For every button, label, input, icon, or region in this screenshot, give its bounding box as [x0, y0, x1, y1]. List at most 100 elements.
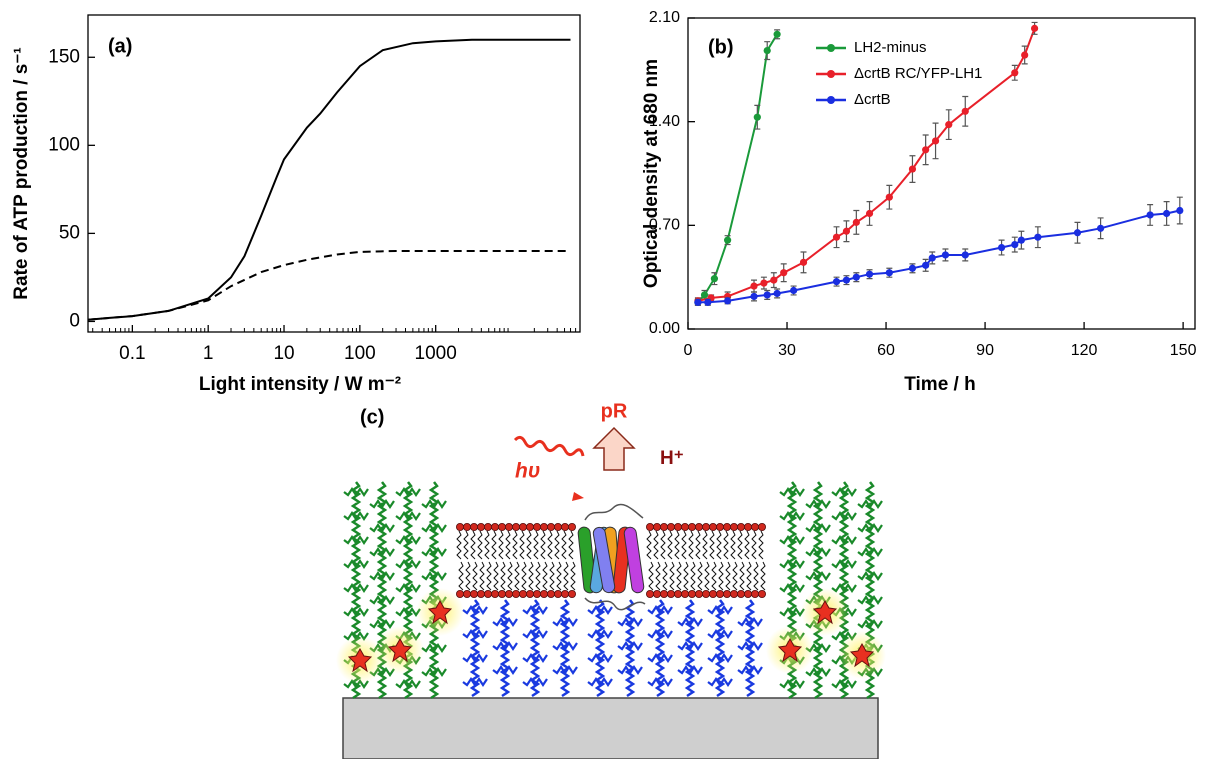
- polymer-branch: [707, 677, 733, 687]
- data-point: [780, 269, 788, 277]
- data-point: [694, 298, 702, 306]
- lipid-tail: [507, 561, 513, 591]
- data-point: [1030, 24, 1039, 32]
- lipid-head: [554, 590, 563, 599]
- lipid-tail: [730, 530, 736, 560]
- polymer-branch: [462, 653, 488, 663]
- data-point: [1011, 240, 1019, 249]
- data-point: [961, 251, 969, 259]
- data-point: [852, 273, 860, 281]
- lipid-tail: [519, 530, 525, 560]
- polymer-chain: [744, 599, 756, 698]
- polymer-branch: [369, 595, 395, 605]
- lipid-head: [512, 590, 521, 599]
- polymer-branch: [369, 499, 395, 509]
- lipid-head: [709, 523, 718, 532]
- y-tick-label: 50: [59, 222, 80, 243]
- lipid-tail: [505, 530, 511, 560]
- y-tick-label: 0: [69, 310, 80, 331]
- legend-label: LH2-minus: [854, 39, 927, 56]
- lipid-tail: [568, 530, 574, 560]
- lipid-head: [483, 590, 492, 599]
- lipid-head: [554, 523, 563, 532]
- legend-marker: [827, 70, 835, 78]
- polymer-branch: [779, 511, 805, 521]
- polymer-branch: [587, 605, 613, 615]
- lipid-tail: [688, 530, 694, 560]
- polymer-branch: [462, 605, 488, 615]
- lipid-head: [483, 523, 492, 532]
- lipid-head: [469, 523, 478, 532]
- data-point: [700, 291, 709, 299]
- lipid-head: [561, 523, 570, 532]
- lipid-tail: [570, 561, 576, 591]
- data-point: [704, 298, 712, 306]
- data-point: [928, 254, 936, 262]
- lipid-tail: [653, 530, 659, 560]
- polymer-branch: [395, 559, 421, 569]
- lipid-tail: [458, 561, 464, 591]
- lipid-tail: [533, 530, 539, 560]
- polymer-branch: [552, 617, 578, 627]
- lipid-head: [688, 590, 697, 599]
- polymer-branch: [395, 487, 421, 497]
- polymer-branch: [831, 535, 857, 545]
- data-point: [1163, 209, 1171, 218]
- lipid-tail: [681, 530, 687, 560]
- polymer-branch: [707, 605, 733, 615]
- lipid-head: [455, 523, 464, 532]
- polymer-branch: [343, 487, 369, 497]
- lipid-head: [476, 590, 485, 599]
- lipid-tail: [491, 530, 497, 560]
- protein-loops: [584, 503, 646, 611]
- x-axis-label: Light intensity / W m⁻²: [199, 374, 401, 395]
- x-tick-label: 1: [203, 343, 214, 364]
- light-wave: [513, 435, 585, 457]
- helix: [623, 526, 645, 594]
- polymer-branch: [421, 547, 447, 557]
- data-point: [790, 286, 798, 295]
- lipid-tail: [760, 561, 766, 591]
- lipid-tail: [737, 530, 743, 560]
- polymer-branch: [369, 523, 395, 533]
- lipid-head: [653, 590, 662, 599]
- polymer-branch: [779, 607, 805, 617]
- lipid-tail: [751, 530, 757, 560]
- lipid-head: [526, 523, 535, 532]
- lipid-tail: [674, 530, 680, 560]
- polymer-branch: [343, 535, 369, 545]
- polymer-branch: [522, 677, 548, 687]
- data-point: [770, 276, 778, 284]
- polymer-branch: [647, 605, 673, 615]
- data-point: [908, 165, 917, 173]
- lipid-tail: [690, 561, 696, 591]
- lipid-tail: [484, 530, 490, 560]
- polymer-branch: [857, 595, 883, 605]
- diagram: [336, 426, 886, 759]
- x-tick-label: 120: [1071, 342, 1098, 359]
- lipid-tail: [709, 530, 715, 560]
- polymer-branch: [421, 499, 447, 509]
- lipid-head: [519, 523, 528, 532]
- data-point: [1011, 69, 1019, 77]
- polymer-branch: [369, 547, 395, 557]
- y-tick-label: 0.00: [649, 320, 680, 337]
- polymer-branch: [779, 535, 805, 545]
- polymer-branch: [395, 679, 421, 689]
- polymer-branch: [737, 617, 763, 627]
- light-label: hυ: [515, 460, 540, 483]
- polymer-branch: [677, 665, 703, 675]
- data-point: [941, 251, 950, 259]
- lipid-tail: [556, 561, 562, 591]
- legend-marker: [827, 96, 835, 104]
- lipid-tail: [561, 530, 567, 560]
- lipid-tail: [716, 530, 722, 560]
- substrate: [342, 697, 879, 759]
- lipid-tail: [521, 561, 527, 591]
- lipid-head: [737, 590, 746, 599]
- lipid-head: [568, 523, 577, 532]
- lipid-head: [737, 523, 746, 532]
- polymer-chain: [559, 599, 571, 698]
- lipid-tail: [540, 530, 546, 560]
